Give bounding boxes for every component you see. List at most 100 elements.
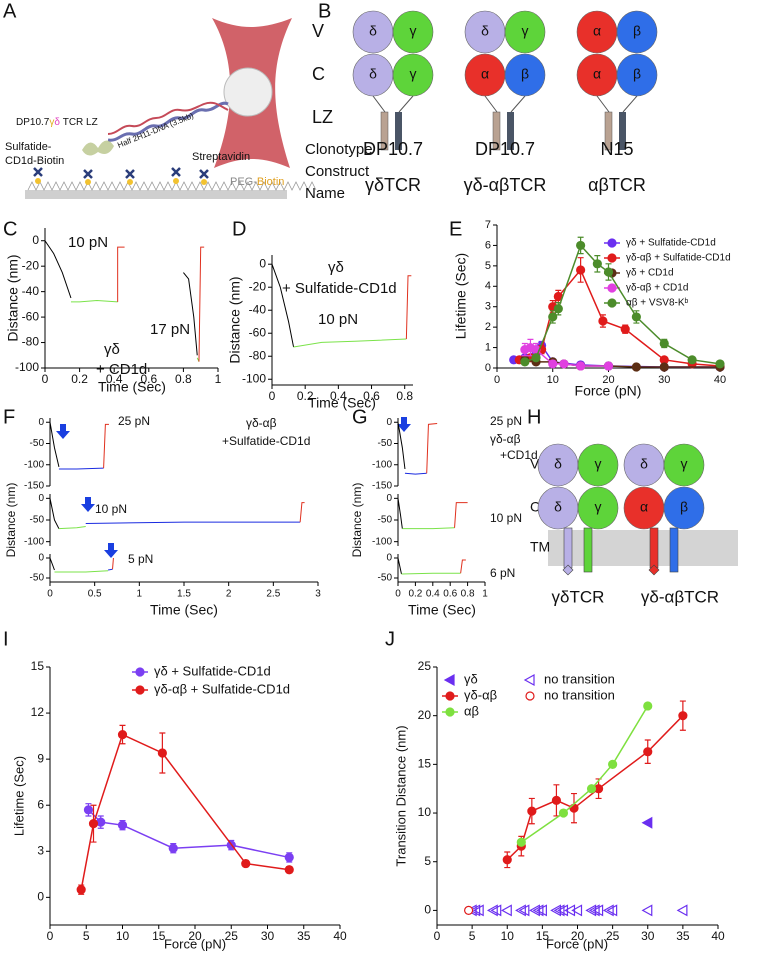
y-axis-label: Distance (nm) [4,483,18,558]
x-axis-label: Time (Sec) [408,602,476,618]
legend-label: αβ [464,703,479,718]
series-line [271,264,295,348]
annotation: γδ-αβ [490,432,521,446]
legend-label: γδ + Sulfatide-CD1d [154,663,271,678]
y-tick-label: -100 [24,536,44,547]
x-tick-label: 0 [494,374,500,386]
domain-label: β [633,23,641,39]
point [284,865,294,875]
point [490,904,502,917]
series-line [397,557,402,575]
x-tick-label: 20 [571,929,585,943]
x-tick-label: 30 [641,929,655,943]
point [515,904,526,917]
domain [392,53,434,97]
point [687,355,697,365]
point [527,806,537,816]
clonotype-label: Clonotype [305,141,373,158]
construct-name: γδTCR [365,175,421,195]
point [592,259,602,269]
x-axis-label: Time (Sec) [308,395,376,411]
y-tick-label: -40 [249,302,267,316]
point [559,359,569,369]
legend-marker [445,707,455,717]
annotation: 25 pN [118,414,150,428]
series-line [404,472,427,475]
point [518,904,530,917]
y-tick-label: 5 [485,260,491,272]
annotation: 5 pN [128,552,153,566]
y-tick-label: 15 [418,757,432,771]
point [631,312,641,322]
panel-label: I [3,628,9,650]
series-line [117,246,125,302]
surface-label: PEG-Biotin [230,176,284,188]
series-line [58,467,104,470]
point [608,759,618,769]
y-tick-label: -100 [15,360,39,374]
y-tick-label: 12 [31,705,45,719]
point [576,265,586,275]
trap-illustration [25,18,317,199]
lz-stem [604,111,613,151]
annotation: γδ-αβ [246,416,277,430]
dna [107,101,229,142]
y-axis-label: Transition Distance (nm) [393,725,408,866]
panel-label: D [232,218,246,240]
x-tick-label: 0.4 [106,372,123,386]
x-tick-label: 20 [602,374,614,386]
point [592,904,604,917]
legend-marker [607,298,617,308]
x-tick-label: 0.8 [175,372,192,386]
annotation: 6 pN [490,566,515,580]
series-line [49,557,55,571]
series-line [85,521,301,524]
streptavidin-label: Streptavidin [192,151,250,163]
x-tick-label: 0.6 [443,589,457,600]
y-tick-label: -50 [378,515,393,526]
point [117,820,128,830]
point [76,885,86,895]
x-tick-label: 40 [714,374,726,386]
point [641,904,653,917]
point [602,904,614,917]
lz-stem [395,112,402,150]
legend-label: αβ + VSV8-Kᵇ [626,298,689,309]
point [520,357,530,367]
y-tick-label: 6 [485,239,491,251]
domain-label: γ [410,23,417,39]
domain [663,443,705,487]
point [502,855,512,865]
legend-label: γδ [464,671,478,686]
y-tick-label: 4 [485,280,491,292]
x-tick-label: 0 [395,589,401,600]
y-tick-label: 0 [37,890,44,904]
y-tick-label: 0 [386,493,392,504]
panel-label: G [352,406,368,428]
point [157,748,167,758]
point [551,795,562,805]
x-tick-label: 15 [536,929,550,943]
point [529,904,540,917]
x-tick-label: 0 [269,389,276,403]
stem-link [484,95,526,113]
y-tick-label: -100 [372,459,392,470]
point [603,361,614,371]
tcr [82,140,114,156]
y-axis-label: Distance (nm) [5,254,21,341]
construct-name: γδTCR [552,587,605,606]
ligand-label: CD1d-Biotin [5,155,64,167]
x-axis-label: Force (pN) [546,936,608,951]
legend-label: γδ + Sulfatide-CD1d [626,238,716,249]
point [678,711,688,721]
y-tick-label: 0 [259,256,266,270]
legend-marker [607,253,617,263]
legend-label: γδ-αβ [464,687,497,702]
series-line [299,502,305,523]
point [620,324,630,334]
annotation: +Sulfatide-CD1d [222,434,310,448]
point [548,359,558,369]
point [576,361,586,371]
annotation: 10 pN [95,502,127,516]
point [548,312,558,322]
